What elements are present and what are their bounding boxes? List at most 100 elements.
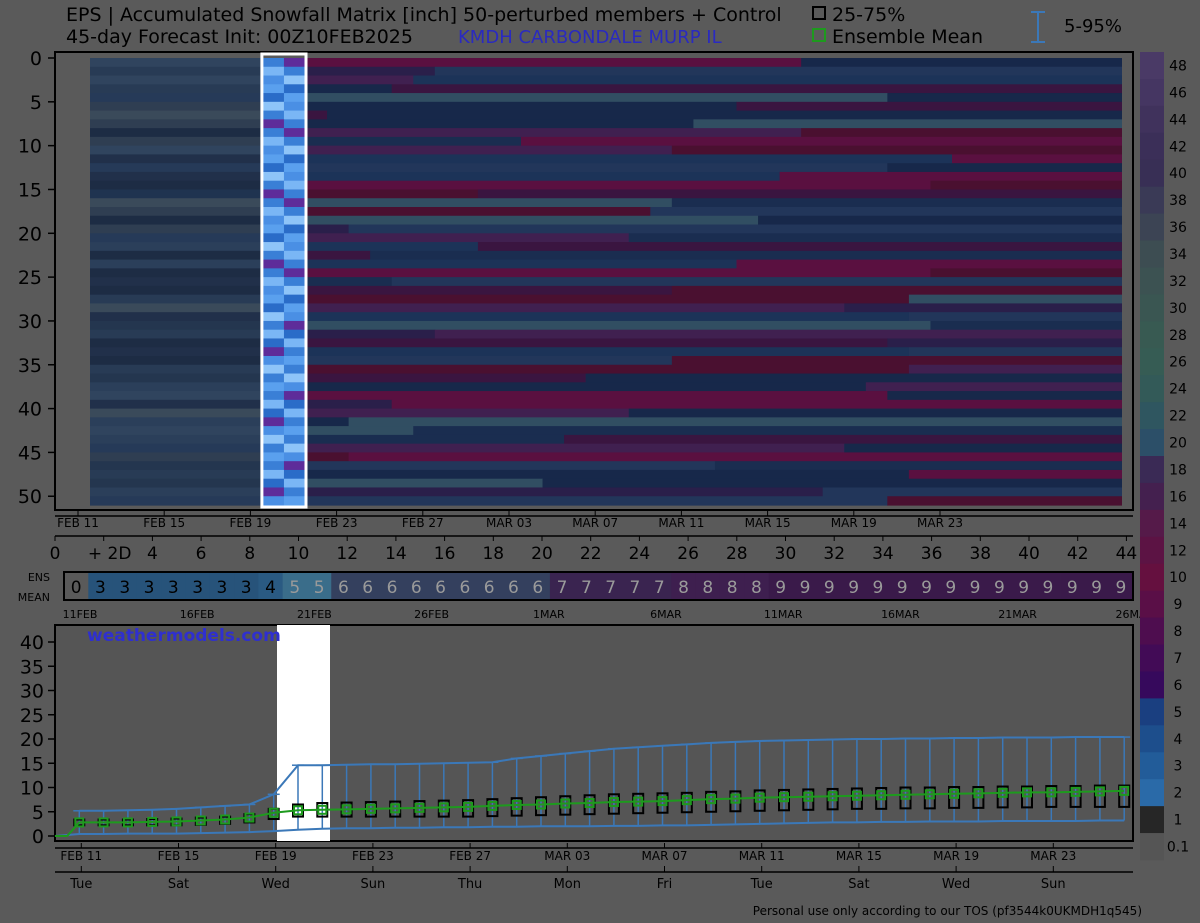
colorbar-segment (1140, 671, 1164, 699)
matrix-cell (262, 285, 285, 296)
matrix-cell (90, 119, 264, 129)
matrix-cell (262, 338, 285, 348)
colorbar-label: 12 (1169, 543, 1187, 559)
ens-mean-cell (161, 572, 186, 600)
mean-marker (851, 790, 862, 801)
matrix-cell (90, 93, 264, 103)
ens-mean-cell (962, 572, 988, 600)
mean-marker (98, 817, 109, 828)
date-tick-label: FEB 15 (143, 516, 185, 530)
colorbar-segment (1140, 752, 1164, 780)
matrix-cell (90, 136, 264, 147)
matrix-cell (90, 382, 264, 392)
colorbar-label: 9 (1174, 597, 1183, 613)
matrix-cell (283, 312, 306, 322)
ens-mean-value: 8 (727, 578, 738, 598)
matrix-cell (908, 294, 1122, 305)
colorbar-label: 30 (1169, 301, 1187, 317)
member-tick-label: 20 (18, 223, 42, 245)
colorbar-label: 20 (1169, 436, 1187, 452)
matrix-cell (90, 408, 264, 418)
mean-marker (754, 792, 765, 803)
matrix-cell (90, 312, 264, 322)
weekday-label: Sun (1041, 877, 1066, 892)
date-tick-label: FEB 27 (402, 516, 444, 530)
day-tick-label: 28 (726, 544, 748, 564)
ens-mean-cell (1108, 572, 1134, 600)
mean-marker (584, 798, 595, 809)
colorbar-label: 48 (1169, 58, 1187, 74)
matrix-cell (283, 233, 306, 243)
matrix-cell (283, 285, 306, 296)
ens-mean-cell (209, 572, 235, 600)
matrix-cell (283, 224, 306, 234)
ens-mean-date-axis: 11FEB 16FEB 21FEB 26FEB 1MAR 6MAR 11MAR 16MAR 21… (63, 608, 1155, 621)
matrix-cell (90, 101, 264, 112)
matrix-cell (90, 373, 264, 383)
ens-mean-value: 9 (775, 578, 786, 598)
matrix-cell (283, 303, 306, 313)
matrix-cell (305, 338, 888, 348)
ens-mean-value: 9 (872, 578, 883, 598)
matrix-cell (90, 356, 264, 366)
mean-marker (900, 789, 911, 800)
matrix-day-axis: 0 + 2D 4 6 8 10 12 14 16 18 20 22 24 26 28 30 32 34 36 38 40… (50, 536, 1137, 564)
matrix-cell (305, 268, 931, 278)
mean-marker (924, 789, 935, 800)
matrix-cell (305, 163, 888, 173)
matrix-cell (671, 198, 1122, 208)
matrix-cell (908, 312, 1122, 322)
mean-marker (195, 815, 206, 826)
matrix-cell (283, 364, 306, 375)
colorbar-label: 26 (1169, 355, 1187, 371)
mean-marker (633, 796, 644, 807)
ens-mean-cell (1011, 572, 1037, 600)
legend-iqr-swatch (812, 6, 826, 20)
mean-marker (74, 817, 85, 828)
ens-mean-value: 7 (581, 578, 592, 598)
matrix-cell (262, 417, 285, 427)
day-tick-label: 42 (1067, 544, 1089, 564)
matrix-cell (305, 242, 479, 252)
colorbar-segment (1140, 590, 1164, 619)
mean-line (55, 789, 1125, 837)
matrix-cell (262, 478, 285, 489)
weekday-label: Fri (657, 877, 673, 892)
matrix-cell (305, 312, 910, 322)
ens-label-bottom: MEAN (18, 591, 50, 604)
day-tick-label: 36 (921, 544, 943, 564)
matrix-cell (305, 356, 673, 366)
ens-mean-value: 3 (192, 578, 203, 598)
member-tick-label: 35 (18, 355, 42, 377)
matrix-cell (671, 356, 1122, 366)
mean-marker (220, 814, 231, 825)
matrix-cell (283, 382, 306, 392)
matrix-cell (90, 347, 264, 357)
ens-mean-value: 3 (241, 578, 252, 598)
colorbar-label: 32 (1169, 274, 1187, 290)
date-tick-label: FEB 27 (449, 849, 491, 863)
matrix-cell (262, 364, 285, 375)
colorbar-segment (1140, 456, 1164, 484)
matrix-cell (262, 101, 285, 112)
matrix-cell (283, 268, 306, 278)
mean-marker (463, 801, 474, 812)
y-tick-label: 0 (32, 826, 44, 848)
y-tick-label: 25 (20, 705, 44, 727)
ens-mean-cell (574, 572, 599, 600)
ens-mean-cell (112, 572, 138, 600)
matrix-cell (822, 487, 1122, 497)
legend-range-label: 5-95% (1064, 16, 1122, 37)
matrix-cell (90, 233, 264, 243)
ens-mean-value: 3 (119, 578, 130, 598)
matrix-cell (90, 207, 264, 217)
matrix-cell (305, 136, 522, 147)
matrix-cell (305, 347, 910, 357)
colorbar-segment (1140, 294, 1164, 322)
matrix-cell (348, 417, 1123, 427)
colorbar-label: 7 (1174, 651, 1183, 667)
member-tick-label: 10 (18, 136, 42, 158)
ens-mean-cell (379, 572, 405, 600)
matrix-cell (370, 250, 1122, 261)
matrix-cell (305, 180, 931, 191)
